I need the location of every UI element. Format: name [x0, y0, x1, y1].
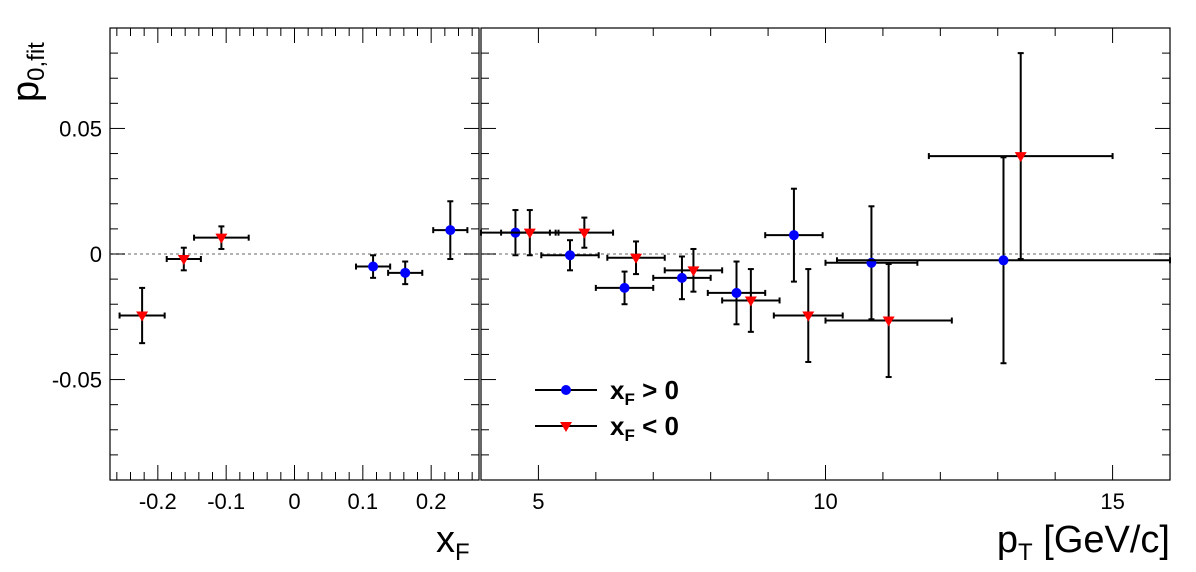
xf-positive-point	[387, 260, 424, 286]
y-axis-title-sub: 0,fit	[23, 42, 50, 81]
pt-positive-point	[594, 270, 655, 306]
legend-label-positive: xF > 0	[610, 375, 679, 409]
x-axis-title-left: xF	[436, 519, 470, 566]
legend-label-negative-main: x	[610, 411, 625, 441]
x-axis-title-right-rest: [GeV/c]	[1033, 519, 1170, 561]
xf-negative-point	[193, 225, 250, 250]
xf-x-tick-label: -0.2	[139, 489, 177, 514]
pt-negative-point	[554, 216, 615, 249]
data-marker-circle	[676, 272, 687, 283]
pt-x-tick-label: 10	[813, 489, 837, 514]
y-tick-label: 0	[90, 242, 102, 267]
y-tick-label: -0.05	[52, 368, 102, 393]
y-axis-title-main: p	[5, 81, 47, 102]
data-marker-circle	[564, 250, 575, 261]
pt-positive-point	[652, 255, 712, 301]
data-marker-triangle	[578, 228, 591, 239]
x-axis-title-right-main: p	[997, 519, 1018, 561]
pt-positive-point	[706, 260, 767, 326]
data-marker-circle	[368, 261, 379, 272]
data-marker-triangle	[523, 228, 536, 239]
data-marker-triangle	[1014, 152, 1027, 163]
data-marker-circle	[445, 225, 456, 236]
legend-label-negative-rest: < 0	[635, 411, 679, 441]
x-axis-title-left-sub: F	[455, 539, 470, 566]
pt-positive-point	[764, 187, 824, 283]
data-marker-circle	[998, 255, 1009, 266]
xf-x-tick-label: -0.1	[207, 489, 245, 514]
data-marker-circle	[788, 230, 799, 241]
xf-positive-point	[355, 254, 392, 279]
x-axis-title-right-sub: T	[1018, 539, 1033, 566]
data-marker-triangle	[630, 253, 643, 264]
pt-negative-point	[721, 268, 781, 333]
pt-x-tick-label: 15	[1100, 489, 1124, 514]
xf-positive-point	[432, 200, 469, 261]
data-marker-triangle	[177, 255, 190, 266]
pt-negative-point	[663, 247, 724, 293]
legend-marker-negative	[560, 422, 572, 432]
xf-panel: -0.2 -0.1 0 0.1 0.2 -0.05 0 0.05	[52, 27, 480, 514]
data-marker-triangle	[802, 311, 815, 322]
xf-x-tick-label: 0.1	[348, 489, 379, 514]
pt-x-tick-label: 5	[532, 489, 544, 514]
legend-marker-positive	[561, 385, 571, 395]
legend-label-positive-rest: > 0	[635, 375, 679, 405]
legend-entry-negative: xF < 0	[535, 411, 679, 445]
data-marker-triangle	[136, 311, 149, 322]
data-marker-triangle	[744, 296, 757, 307]
pt-negative-point	[606, 240, 666, 276]
x-axis-title-right: pT [GeV/c]	[997, 519, 1170, 566]
xf-negative-point	[165, 246, 202, 272]
pt-positive-point	[540, 239, 600, 272]
y-tick-label: 0.05	[59, 116, 102, 141]
x-axis-title-left-main: x	[436, 519, 455, 561]
pt-positive-point	[835, 156, 1171, 365]
data-marker-triangle	[215, 233, 228, 244]
legend-label-positive-main: x	[610, 375, 625, 405]
xf-negative-point	[118, 286, 166, 345]
legend-label-positive-sub: F	[624, 390, 634, 409]
xf-x-tick-label: 0.2	[416, 489, 447, 514]
data-marker-circle	[731, 287, 742, 298]
legend-entry-positive: xF > 0	[535, 375, 679, 409]
legend-label-negative: xF < 0	[610, 411, 679, 445]
pt-negative-point	[500, 209, 560, 257]
pt-panel: 5 10 15	[480, 27, 1171, 514]
pt-negative-point	[927, 52, 1114, 261]
pt-negative-point	[772, 268, 844, 363]
xf-x-tick-label: 0	[288, 489, 300, 514]
data-marker-circle	[619, 282, 630, 293]
pt-negative-point	[824, 263, 953, 379]
pt-positive-point	[824, 205, 919, 321]
data-marker-triangle	[882, 316, 895, 327]
data-marker-triangle	[687, 266, 700, 277]
data-marker-circle	[400, 267, 411, 278]
legend: xF > 0 xF < 0	[535, 375, 679, 445]
y-axis-title: p0,fit	[5, 42, 50, 102]
legend-label-negative-sub: F	[624, 426, 634, 445]
